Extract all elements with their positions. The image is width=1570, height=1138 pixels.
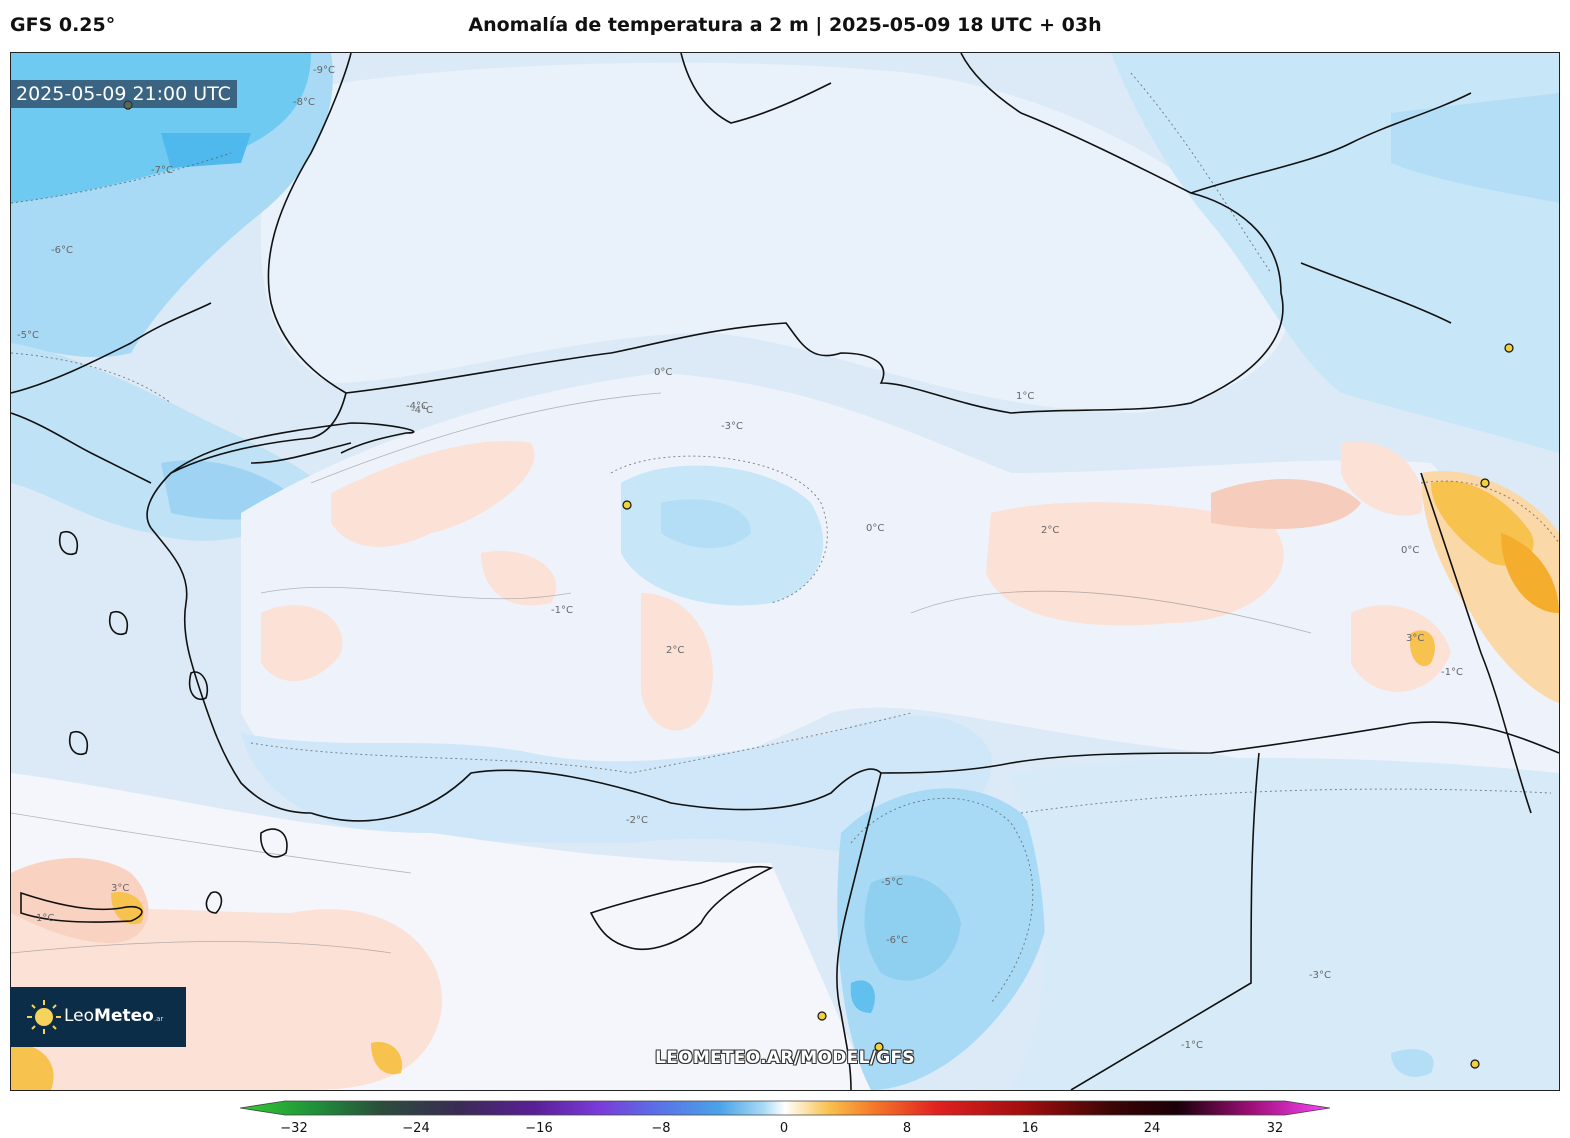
contour-label: 2°C [666, 645, 684, 656]
contour-label: 3°C [111, 883, 129, 894]
leometeo-logo: LeoMeteo.ar [10, 987, 186, 1047]
contour-label: -5°C [881, 877, 903, 888]
contour-label: -1°C [1181, 1040, 1203, 1051]
colorbar-tick: 16 [1021, 1121, 1039, 1136]
contour-label: -7°C [151, 165, 173, 176]
model-label: GFS 0.25° [10, 14, 116, 36]
contour-label: -4°C [406, 401, 428, 412]
logo-text: LeoMeteo.ar [64, 1006, 164, 1026]
contour-label: 0°C [654, 367, 672, 378]
colorbar-tick: −16 [525, 1121, 553, 1136]
colorbar-tick: 8 [902, 1121, 912, 1136]
colorbar-tick: 32 [1266, 1121, 1284, 1136]
contour-label: -9°C [313, 65, 335, 76]
contour-label: -8°C [293, 97, 315, 108]
temperature-anomaly-map: -9°C -8°C -7°C -6°C -5°C -4°C -3°C -2°C … [11, 53, 1559, 1090]
colorbar-tick: 0 [779, 1121, 789, 1136]
contour-label: 0°C [866, 523, 884, 534]
map-title: Anomalía de temperatura a 2 m | 2025-05-… [468, 14, 1102, 36]
contour-label: -5°C [17, 330, 39, 341]
colorbar-tick: 24 [1143, 1121, 1161, 1136]
sun-icon [27, 1000, 61, 1034]
contour-label: -2°C [626, 815, 648, 826]
contour-label: -3°C [1309, 970, 1331, 981]
contour-label: -6°C [886, 935, 908, 946]
colorbar-tick: −24 [402, 1121, 430, 1136]
contour-label: -1°C [1441, 667, 1463, 678]
contour-label: 3°C [1406, 633, 1424, 644]
contour-label: 2°C [1041, 525, 1059, 536]
contour-label: -1°C [551, 605, 573, 616]
contour-label: 1°C [36, 913, 54, 924]
colorbar [240, 1100, 1330, 1116]
contour-label: 0°C [1401, 545, 1419, 556]
colorbar-tick: −8 [651, 1121, 671, 1136]
contour-label: -3°C [721, 421, 743, 432]
source-watermark: LEOMETEO.AR/MODEL/GFS [655, 1048, 915, 1068]
map-panel[interactable]: -9°C -8°C -7°C -6°C -5°C -4°C -3°C -2°C … [10, 52, 1560, 1091]
contour-label: 1°C [1016, 391, 1034, 402]
contour-label: -6°C [51, 245, 73, 256]
valid-time-badge: 2025-05-09 21:00 UTC [10, 80, 237, 108]
contour-label: -4°C [411, 405, 433, 416]
colorbar-tick: −32 [280, 1121, 308, 1136]
